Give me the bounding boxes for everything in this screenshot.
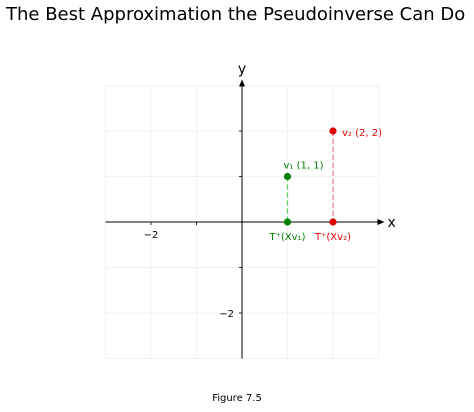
dashed-links (286, 131, 334, 222)
data-points (283, 127, 337, 226)
data-label: v₂ (2, 2) (342, 128, 382, 139)
data-point (329, 127, 337, 135)
data-label: v₁ (1, 1) (284, 161, 324, 172)
data-label: T⁺(Xv₁) (269, 232, 306, 243)
x-axis-label: x (388, 215, 396, 231)
data-point (329, 218, 337, 226)
data-point (283, 218, 292, 226)
data-label: T⁺(Xv₂) (314, 232, 351, 243)
y-axis-label: y (238, 62, 246, 78)
chart-title: The Best Approximation the Pseudoinverse… (6, 4, 466, 25)
point-labels: v₁ (1, 1) T⁺(Xv₁) v₂ (2, 2) T⁺(Xv₂) (269, 128, 383, 243)
y-axis-arrow (239, 79, 245, 87)
y-tick-label: −2 (219, 309, 234, 320)
axes: x y −2 −2 (105, 62, 396, 359)
x-axis-arrow (377, 219, 385, 225)
x-tick-label: −2 (144, 230, 159, 241)
figure-caption: Figure 7.5 (212, 393, 262, 404)
data-point (283, 172, 292, 181)
